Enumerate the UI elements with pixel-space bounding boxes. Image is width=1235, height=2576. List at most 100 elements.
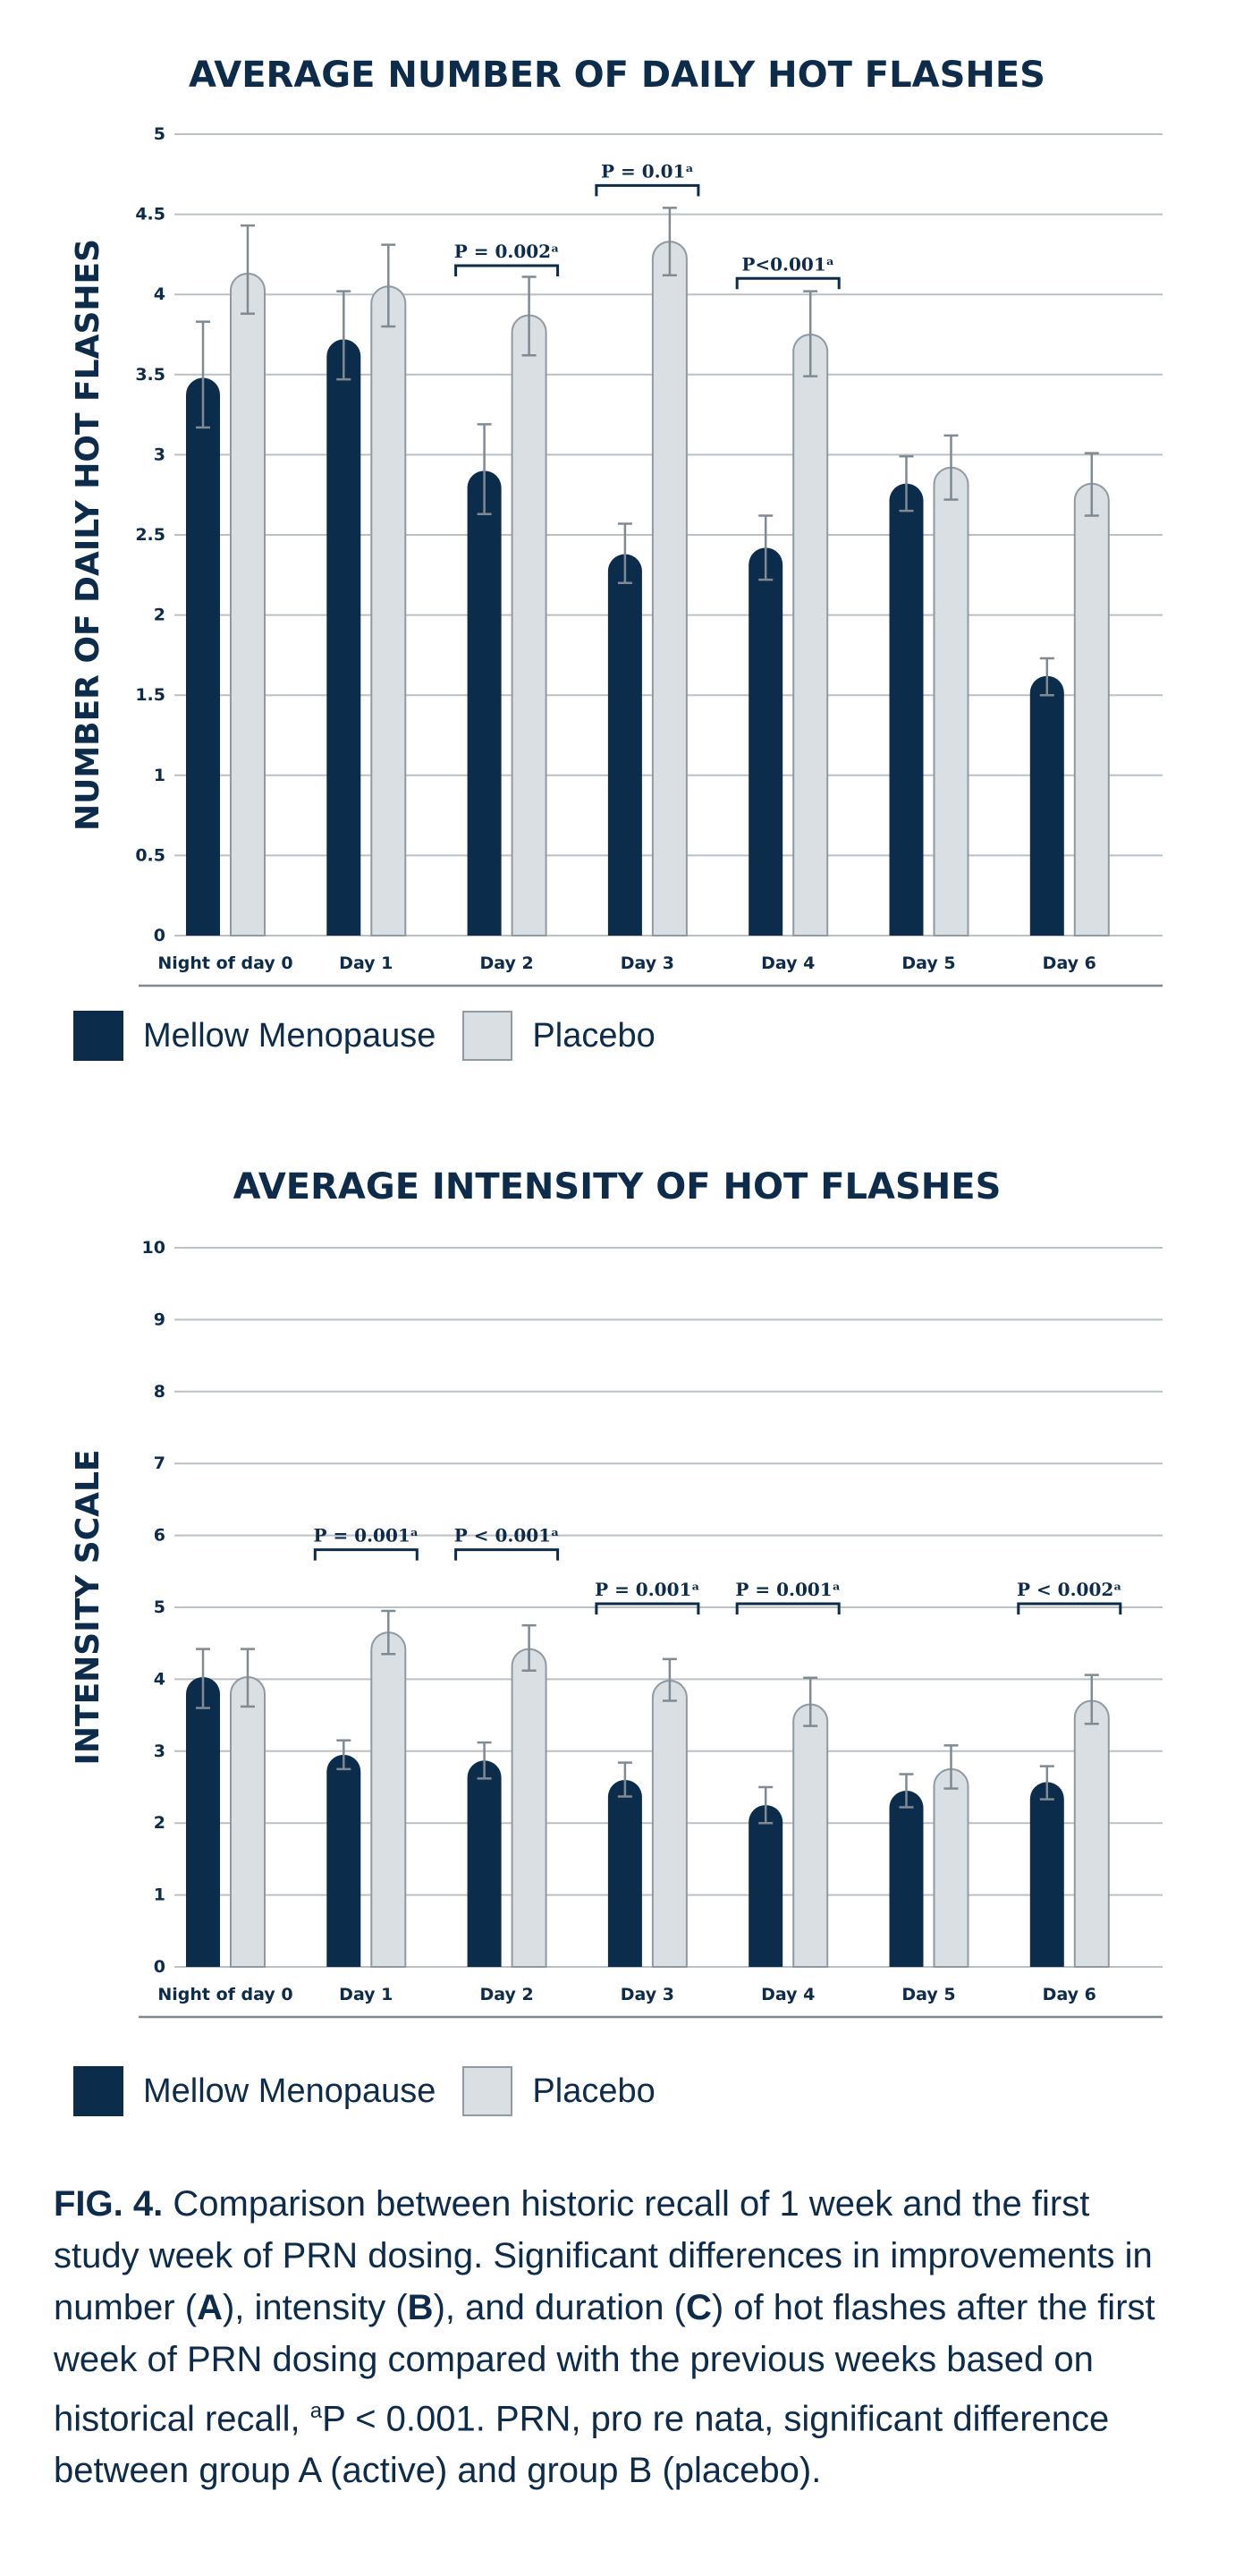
legend-swatch-active <box>73 1011 123 1061</box>
bar-placebo <box>230 1676 266 1968</box>
caption-a: A <box>197 2288 223 2327</box>
y-tick-label: 3.5 <box>135 365 165 385</box>
x-tick-label: Day 1 <box>339 953 393 973</box>
y-tick-label: 3 <box>154 445 165 464</box>
y-tick-label: 3 <box>154 1741 165 1761</box>
bar-mellow-menopause <box>186 377 220 936</box>
p-value-label: P = 0.002ᵃ <box>454 241 560 262</box>
x-tick-label: Night of day 0 <box>157 953 292 973</box>
legend-intensity-chart: Mellow Menopause Placebo <box>73 2066 656 2116</box>
legend-swatch-placebo <box>462 2066 513 2116</box>
bar-placebo <box>1073 482 1110 936</box>
bar-mellow-menopause <box>607 1779 642 1967</box>
x-tick-label: Day 6 <box>1043 1985 1096 2004</box>
bar-mellow-menopause <box>889 1791 924 1967</box>
y-tick-label: 1.5 <box>135 685 165 705</box>
y-tick-label: 6 <box>154 1526 165 1546</box>
y-tick-label: 4 <box>154 284 165 304</box>
y-axis-label: NUMBER OF DAILY HOT FLASHES <box>70 239 106 831</box>
significance-bracket <box>735 276 841 290</box>
chart-title: AVERAGE INTENSITY OF HOT FLASHES <box>233 1166 1002 1208</box>
bar-placebo <box>792 334 829 936</box>
number-chart: AVERAGE NUMBER OF DAILY HOT FLASHES NUMBE… <box>70 55 1163 987</box>
bar-mellow-menopause <box>1029 675 1064 936</box>
x-tick-label: Day 3 <box>621 953 674 973</box>
bar-mellow-menopause <box>467 1760 502 1967</box>
legend-number-chart: Mellow Menopause Placebo <box>73 1011 656 1061</box>
x-tick-label: Day 5 <box>901 953 955 973</box>
y-axis-label: INTENSITY SCALE <box>70 1449 106 1765</box>
y-tick-label: 4 <box>154 1669 165 1689</box>
x-tick-label: Day 1 <box>339 1985 393 2004</box>
significance-bracket <box>454 264 560 276</box>
x-tick-label: Day 2 <box>479 1985 533 2004</box>
bar-mellow-menopause <box>186 1676 220 1967</box>
y-tick-label: 1 <box>154 766 165 785</box>
bar-placebo <box>370 285 407 936</box>
bar-placebo <box>933 1767 969 1968</box>
y-tick-label: 7 <box>154 1453 165 1473</box>
y-tick-label: 2.5 <box>135 525 165 545</box>
y-tick-label: 2 <box>154 1813 165 1833</box>
bar-mellow-menopause <box>749 1805 783 1967</box>
p-value-label: P = 0.001ᵃ <box>313 1525 419 1546</box>
intensity-chart: AVERAGE INTENSITY OF HOT FLASHES INTENSIT… <box>70 1166 1163 2019</box>
x-tick-label: Day 2 <box>479 953 533 973</box>
bar-placebo <box>651 1680 688 1968</box>
bar-mellow-menopause <box>326 339 361 936</box>
significance-bracket <box>1017 1602 1122 1614</box>
legend-label-placebo: Placebo <box>532 2072 656 2110</box>
p-value-label: P = 0.01ᵃ <box>601 160 694 182</box>
significance-bracket <box>595 1602 700 1614</box>
bar-placebo <box>1073 1699 1110 1968</box>
caption-text: Comparison between historic recall of 1 … <box>54 2184 1153 2327</box>
legend-label-active: Mellow Menopause <box>143 2072 436 2110</box>
legend-label-active: Mellow Menopause <box>143 1016 436 1055</box>
significance-bracket <box>735 1602 841 1614</box>
x-tick-label: Day 4 <box>761 1985 815 2004</box>
bar-placebo <box>511 1648 547 1968</box>
significance-bracket <box>595 183 700 197</box>
p-value-label: P = 0.001ᵃ <box>735 1579 841 1600</box>
caption-text: ), and duration ( <box>433 2288 686 2327</box>
caption-superscript: a <box>309 2399 323 2423</box>
significance-bracket <box>313 1548 419 1561</box>
p-value-label: P < 0.002ᵃ <box>1017 1579 1122 1600</box>
x-tick-label: Day 4 <box>761 953 815 973</box>
p-value-label: P = 0.001ᵃ <box>595 1579 700 1600</box>
y-tick-label: 0.5 <box>135 845 165 865</box>
caption-text: ), intensity ( <box>222 2288 408 2327</box>
figure-caption: FIG. 4. Comparison between historic reca… <box>54 2178 1180 2496</box>
x-tick-label: Day 3 <box>621 1985 674 2004</box>
bar-mellow-menopause <box>889 483 924 936</box>
p-value-label: P<0.001ᵃ <box>741 253 834 275</box>
legend-swatch-placebo <box>462 1011 513 1061</box>
y-tick-label: 5 <box>154 124 165 144</box>
bar-placebo <box>651 241 688 936</box>
y-tick-label: 9 <box>154 1309 165 1329</box>
y-tick-label: 1 <box>154 1885 165 1905</box>
y-tick-label: 2 <box>154 606 165 625</box>
y-tick-label: 10 <box>142 1238 165 1258</box>
bar-mellow-menopause <box>607 554 642 936</box>
y-tick-label: 4.5 <box>135 205 165 225</box>
y-tick-label: 0 <box>154 1957 165 1977</box>
legend-label-placebo: Placebo <box>532 1016 656 1055</box>
significance-bracket <box>454 1548 560 1561</box>
caption-c: C <box>685 2288 712 2327</box>
caption-text: P < 0.001. PRN, pro re nata, significant… <box>54 2399 1110 2491</box>
bar-mellow-menopause <box>749 547 783 936</box>
bar-placebo <box>933 466 969 936</box>
caption-b: B <box>407 2288 434 2327</box>
y-tick-label: 8 <box>154 1382 165 1402</box>
y-tick-label: 0 <box>154 926 165 945</box>
x-tick-label: Night of day 0 <box>157 1985 292 2004</box>
p-value-label: P < 0.001ᵃ <box>454 1525 560 1546</box>
bar-placebo <box>792 1703 829 1968</box>
bar-placebo <box>511 314 547 936</box>
bar-mellow-menopause <box>326 1754 361 1967</box>
y-tick-label: 5 <box>154 1597 165 1617</box>
bar-mellow-menopause <box>467 470 502 936</box>
bar-mellow-menopause <box>1029 1782 1064 1967</box>
caption-text: ) of hot flashes after the first week of… <box>54 2288 1155 2439</box>
